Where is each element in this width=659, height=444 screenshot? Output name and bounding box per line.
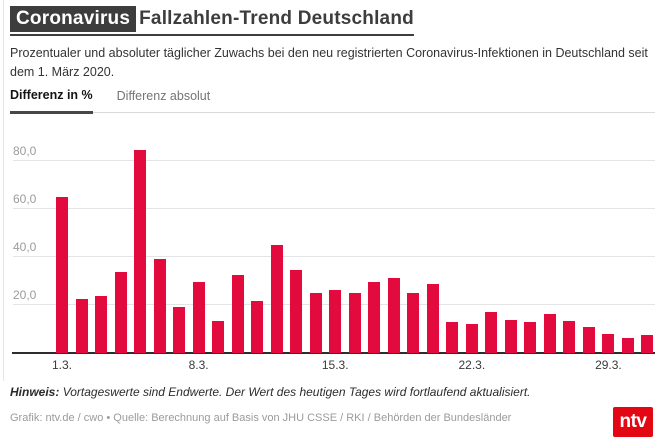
bar-chart: 20,0 40,0 60,0 80,0 1.3. 8.3. 15.3. 22.3. 29.3. bbox=[0, 112, 659, 374]
bar[interactable] bbox=[231, 275, 244, 353]
bar[interactable] bbox=[602, 333, 615, 353]
bar[interactable] bbox=[192, 282, 205, 353]
tab-differenz-in-prozent[interactable]: Differenz in % bbox=[10, 88, 93, 114]
y-axis-tick-label: 20,0 bbox=[13, 288, 37, 302]
title-text: Fallzahlen-Trend Deutschland bbox=[139, 8, 414, 29]
bar[interactable] bbox=[485, 312, 498, 353]
bar[interactable] bbox=[270, 245, 283, 353]
x-axis-line bbox=[12, 352, 655, 354]
bar[interactable] bbox=[446, 322, 459, 353]
gridline bbox=[13, 208, 655, 209]
y-axis-tick-label: 60,0 bbox=[13, 192, 37, 206]
footnote: Hinweis: Vortageswerte sind Endwerte. De… bbox=[10, 385, 531, 399]
widget-left-border bbox=[3, 0, 4, 381]
footnote-text: Vortageswerte sind Endwerte. Der Wert de… bbox=[62, 385, 531, 399]
plot-area: 20,0 40,0 60,0 80,0 bbox=[12, 112, 655, 354]
bar[interactable] bbox=[251, 300, 264, 353]
x-axis-tick-label: 29.3. bbox=[595, 358, 622, 372]
subtitle: Prozentualer und absoluter täglicher Zuw… bbox=[10, 46, 648, 79]
bar[interactable] bbox=[621, 337, 634, 353]
bar[interactable] bbox=[95, 296, 108, 353]
tab-bar: Differenz in % Differenz absolut bbox=[10, 88, 655, 114]
tab-differenz-absolut[interactable]: Differenz absolut bbox=[116, 89, 211, 103]
gridline bbox=[13, 256, 655, 257]
bar[interactable] bbox=[582, 326, 595, 353]
bar[interactable] bbox=[641, 335, 654, 353]
bar[interactable] bbox=[465, 323, 478, 353]
page-title: Coronavirus Fallzahlen-Trend Deutschland bbox=[10, 6, 414, 36]
x-axis-tick-label: 8.3. bbox=[188, 358, 209, 372]
footnote-label: Hinweis: bbox=[10, 385, 60, 399]
bar[interactable] bbox=[504, 319, 517, 353]
bar[interactable] bbox=[75, 299, 88, 353]
bar[interactable] bbox=[426, 283, 439, 353]
bar[interactable] bbox=[134, 150, 147, 353]
x-axis-tick-label: 15.3. bbox=[321, 358, 349, 372]
x-axis-labels: 1.3. 8.3. 15.3. 22.3. 29.3. bbox=[12, 358, 659, 374]
ntv-logo-text: ntv bbox=[619, 411, 648, 432]
y-axis-tick-label: 80,0 bbox=[13, 144, 37, 158]
bar[interactable] bbox=[290, 270, 303, 353]
y-axis-tick-label: 40,0 bbox=[13, 240, 37, 254]
bar[interactable] bbox=[524, 321, 537, 353]
bar[interactable] bbox=[329, 289, 342, 353]
bar[interactable] bbox=[348, 293, 361, 353]
bar[interactable] bbox=[407, 293, 420, 353]
gridline bbox=[13, 160, 655, 161]
bar[interactable] bbox=[543, 314, 556, 353]
x-axis-tick-label: 1.3. bbox=[51, 358, 72, 372]
bar[interactable] bbox=[309, 292, 322, 353]
ntv-logo: ntv bbox=[613, 407, 653, 437]
bar[interactable] bbox=[387, 277, 400, 353]
header: Coronavirus Fallzahlen-Trend Deutschland … bbox=[10, 6, 659, 81]
bar[interactable] bbox=[173, 306, 186, 353]
title-badge: Coronavirus bbox=[10, 6, 137, 32]
bar[interactable] bbox=[114, 272, 127, 353]
bar[interactable] bbox=[153, 258, 166, 353]
bar[interactable] bbox=[368, 282, 381, 353]
bar[interactable] bbox=[212, 321, 225, 353]
bar[interactable] bbox=[563, 320, 576, 353]
x-axis-tick-label: 22.3. bbox=[458, 358, 486, 372]
bar[interactable] bbox=[56, 197, 68, 353]
credits: Grafik: ntv.de / cwo • Quelle: Berechnun… bbox=[10, 412, 512, 424]
